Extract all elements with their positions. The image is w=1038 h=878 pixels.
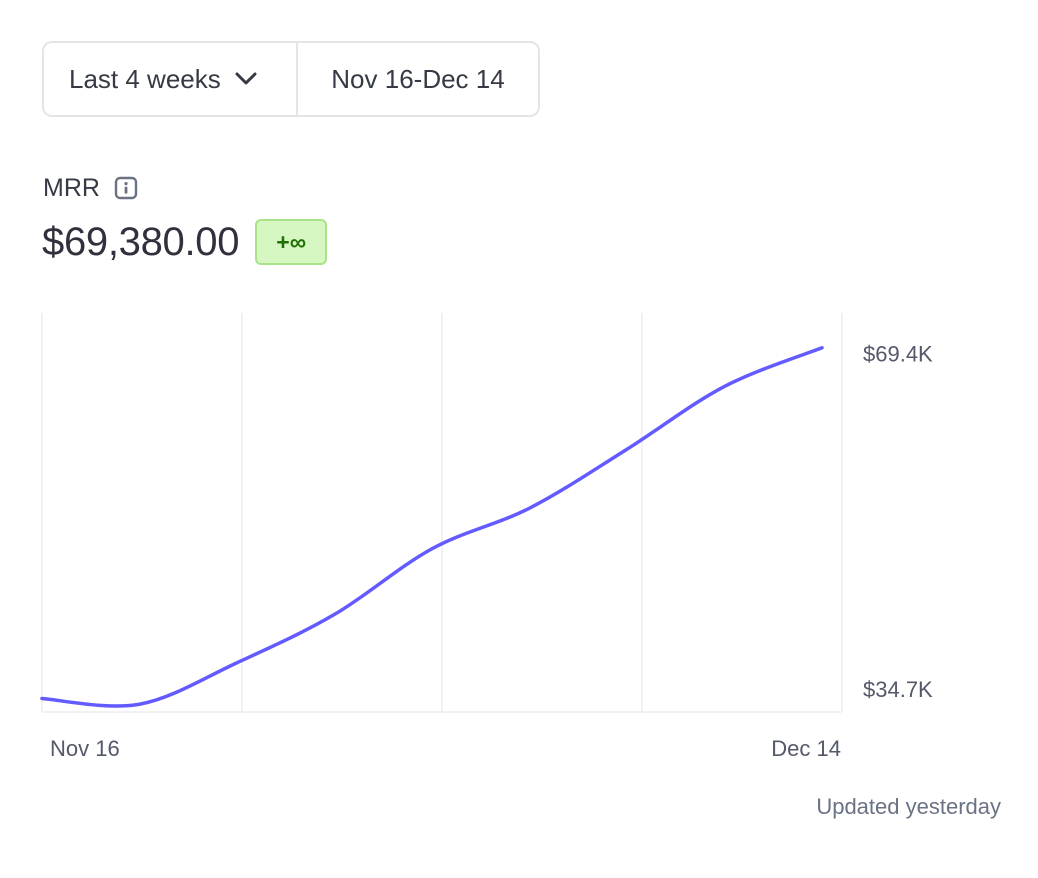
metric-label: MRR [43,173,100,202]
x-tick-label-end: Dec 14 [771,736,841,761]
date-range-label: Nov 16-Dec 14 [331,63,505,94]
period-dropdown[interactable]: Last 4 weeks [44,43,298,115]
date-range-button[interactable]: Nov 16-Dec 14 [298,43,538,115]
x-tick-label-start: Nov 16 [50,736,120,761]
date-range-control: Last 4 weeks Nov 16-Dec 14 [42,41,540,117]
metric-header: MRR [43,172,138,204]
chart-grid [41,313,843,713]
chevron-down-icon [235,72,257,86]
y-tick-label: $69.4K [863,342,933,367]
updated-timestamp: Updated yesterday [816,794,1001,819]
metric-value: $69,380.00 [42,219,240,264]
delta-badge: +∞ [255,219,328,265]
mrr-line-chart: $69.4K $34.7K Nov 16 Dec 14 [40,313,933,761]
metric-value-row: $69,380.00 +∞ [42,214,328,270]
x-axis: Nov 16 Dec 14 [50,736,841,761]
mrr-series-line [40,346,824,708]
info-icon[interactable] [114,176,138,200]
y-tick-label: $34.7K [863,677,933,702]
period-dropdown-label: Last 4 weeks [69,63,221,94]
y-axis: $69.4K $34.7K [863,342,933,702]
chart-series [40,346,824,708]
